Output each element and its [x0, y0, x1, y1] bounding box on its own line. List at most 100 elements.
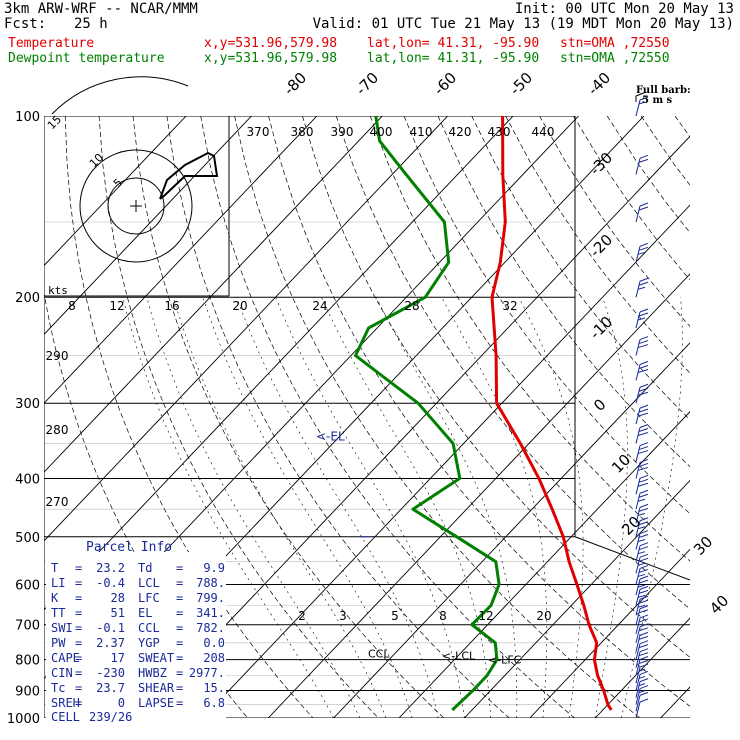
isotherm [660, 686, 690, 718]
dry-adiabat [573, 116, 690, 281]
barb-feather [638, 599, 649, 604]
wind-barb [635, 242, 649, 263]
isotherm [464, 479, 690, 718]
temperature-legend: Temperature [8, 36, 95, 51]
temperature-tick--70: -70 [352, 69, 382, 99]
barb-feather [639, 614, 649, 619]
barb-feather [638, 589, 649, 594]
parcel-v2-3: 341. [196, 606, 225, 620]
pressure-label-200: 200 [15, 291, 40, 306]
wind-barb [635, 202, 649, 223]
dry-adiabat [403, 116, 690, 515]
pressure-label-300: 300 [15, 397, 40, 412]
mixing-ratio-label: 32 [502, 299, 517, 313]
isotherm [398, 411, 690, 718]
temperature-tick-30: 30 [690, 533, 716, 559]
parcel-eq: = [75, 681, 83, 695]
temperature-station: stn=OMA ,72550 [560, 36, 670, 51]
parcel-k1-5: PW [51, 636, 66, 650]
isotherm [333, 342, 690, 718]
dry-adiabat [471, 116, 690, 421]
barb-half-feather [637, 512, 646, 516]
barb-half-feather [638, 675, 646, 679]
wind-barb [635, 585, 649, 606]
barb-staff [635, 99, 641, 117]
temperature-tick--50: -50 [506, 69, 536, 99]
moist-adiabat [172, 297, 387, 718]
dry-adiabat [64, 116, 314, 718]
temperature-tick--40: -40 [584, 69, 614, 99]
parcel-v1-8: 23.7 [96, 681, 125, 695]
temperature-xy: x,y=531.96,579.98 [204, 36, 338, 51]
barb-feather [639, 678, 649, 683]
parcel-eq: = [75, 561, 83, 575]
moist-adiabat [375, 297, 518, 718]
lfc-marker: <-LFC [488, 653, 522, 666]
hodograph-ring-label: 5 [111, 176, 125, 190]
parcel-eq: = [75, 606, 83, 620]
pressure-label-800: 800 [15, 654, 40, 669]
barb-feather [639, 595, 649, 600]
dewpoint-trace [354, 115, 501, 712]
el-marker: <-EL [316, 430, 345, 444]
parcel-eq: = [176, 576, 184, 590]
parcel-eq: = [176, 561, 184, 575]
dry-adiabat [132, 116, 445, 718]
parcel-eq: = [176, 666, 184, 680]
parcel-eq: = [75, 591, 83, 605]
parcel-eq: = [75, 696, 83, 710]
temperature-tick-40: 40 [706, 592, 732, 618]
barb-staff [635, 651, 641, 668]
barb-feather [638, 312, 649, 317]
theta-label-390: 390 [331, 125, 354, 139]
dry-adiabat [234, 116, 641, 718]
isotherm [529, 548, 690, 718]
wind-barb [635, 698, 649, 719]
hodograph-ring-label: 15 [45, 113, 64, 132]
barb-feather [638, 644, 649, 649]
barb-feather [639, 308, 649, 313]
parcel-eq: = [176, 621, 184, 635]
isotherm [44, 116, 252, 336]
wind-barb [635, 277, 649, 298]
wind-barb [635, 96, 649, 117]
wind-barb [635, 383, 649, 404]
barb-feather [639, 685, 649, 690]
parcel-k1-6: CAPE [51, 651, 80, 665]
parcel-k2-5: YGP [138, 636, 160, 650]
parcel-k1-8: Tc [51, 681, 66, 695]
parcel-info-background [46, 552, 226, 738]
wind-barb [635, 678, 649, 698]
barb-staff [635, 701, 641, 719]
pressure-label-900: 900 [15, 684, 40, 699]
barb-feather [638, 340, 649, 345]
barb-feather [639, 585, 649, 590]
full-barb-units: 5 m s [642, 95, 673, 106]
barb-half-feather [638, 101, 646, 105]
wind-barb [635, 575, 649, 596]
barb-half-feather [637, 526, 646, 530]
barb-feather [637, 344, 649, 349]
forecast-hour: 25 h [74, 16, 108, 32]
barb-half-feather [637, 584, 646, 588]
mixing-ratio-label: 12 [109, 299, 124, 313]
temperature-trace [490, 115, 613, 711]
barb-staff [635, 205, 641, 223]
valid-time: Valid: 01 UTC Tue 21 May 13 (19 MDT Mon … [312, 16, 734, 32]
barb-feather [637, 368, 649, 373]
barb-feather [639, 383, 649, 388]
barb-feather [639, 202, 649, 207]
theta-label-370: 370 [247, 125, 270, 139]
barb-feather [637, 466, 649, 471]
dry-adiabat [640, 116, 690, 186]
wind-barb [635, 361, 649, 381]
theta-label-430: 430 [488, 125, 511, 139]
cell-label: CELL [51, 710, 80, 724]
barb-feather [637, 432, 649, 437]
isotherm [202, 204, 690, 718]
parcel-v2-2: 799. [196, 591, 225, 605]
barb-feather [638, 627, 649, 632]
barb-feather [639, 631, 649, 636]
parcel-v1-2: 28 [110, 591, 125, 605]
